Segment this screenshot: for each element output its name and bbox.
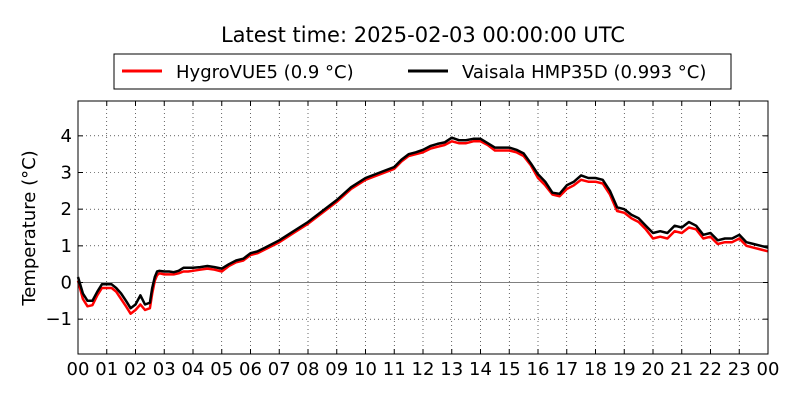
x-tick-label: 00 bbox=[757, 359, 780, 380]
x-tick-label: 08 bbox=[297, 359, 320, 380]
x-tick-label: 01 bbox=[95, 359, 118, 380]
x-tick-label: 02 bbox=[124, 359, 147, 380]
legend-label-vaisala: Vaisala HMP35D (0.993 °C) bbox=[462, 62, 706, 83]
x-tick-label: 04 bbox=[182, 359, 205, 380]
y-tick-label: 2 bbox=[61, 199, 72, 220]
x-tick-label: 15 bbox=[498, 359, 521, 380]
x-tick-label: 11 bbox=[383, 359, 406, 380]
x-tick-label: 00 bbox=[67, 359, 90, 380]
x-tick-label: 21 bbox=[670, 359, 693, 380]
x-tick-label: 03 bbox=[153, 359, 176, 380]
x-tick-label: 23 bbox=[728, 359, 751, 380]
y-tick-label: 0 bbox=[61, 273, 72, 294]
series-layer bbox=[76, 136, 769, 315]
x-tick-label: 18 bbox=[584, 359, 607, 380]
x-tick-label: 07 bbox=[268, 359, 291, 380]
y-axis-label: Temperature (°C) bbox=[19, 150, 40, 306]
series-line-vaisala bbox=[76, 136, 769, 310]
y-tick-label: 3 bbox=[61, 163, 72, 184]
x-tick-label: 20 bbox=[642, 359, 665, 380]
y-tick-label: 4 bbox=[61, 126, 72, 147]
x-tick-label: 06 bbox=[239, 359, 262, 380]
y-tick-label: 1 bbox=[61, 236, 72, 257]
x-tick-label: 19 bbox=[613, 359, 636, 380]
x-tick-label: 16 bbox=[527, 359, 550, 380]
x-tick-label: 09 bbox=[325, 359, 348, 380]
x-tick-label: 17 bbox=[555, 359, 578, 380]
y-tick-label: −1 bbox=[45, 309, 72, 330]
x-tick-label: 14 bbox=[469, 359, 492, 380]
x-tick-labels: 00 01 02 03 04 05 06 07 08 09 10 11 12 13 14 15 16 17 18 19… bbox=[67, 359, 780, 380]
legend-label-hygrovue5: HygroVUE5 (0.9 °C) bbox=[176, 62, 354, 83]
plot-area bbox=[78, 101, 768, 354]
x-tick-label: 12 bbox=[412, 359, 435, 380]
x-tick-label: 10 bbox=[354, 359, 377, 380]
legend: HygroVUE5 (0.9 °C) Vaisala HMP35D (0.993… bbox=[113, 53, 732, 90]
x-tick-label: 13 bbox=[440, 359, 463, 380]
grid bbox=[78, 101, 768, 354]
chart-title: Latest time: 2025-02-03 00:00:00 UTC bbox=[221, 23, 625, 47]
x-tick-label: 22 bbox=[699, 359, 722, 380]
x-tick-label: 05 bbox=[210, 359, 233, 380]
y-tick-labels: −1 0 1 2 3 4 bbox=[45, 126, 72, 330]
ticks bbox=[77, 101, 769, 354]
